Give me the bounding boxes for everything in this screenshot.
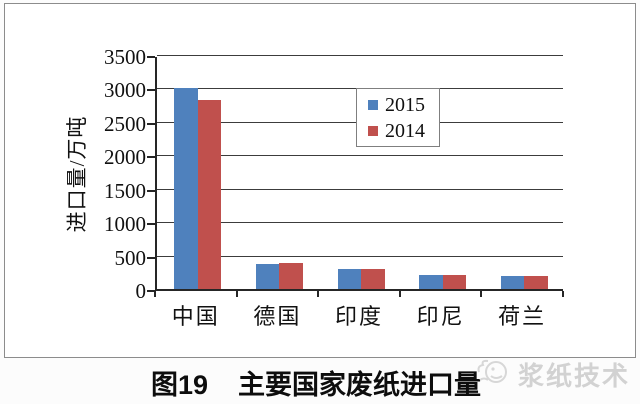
x-category-label-5: 荷兰 [498,304,547,329]
y-tick-label-3500: 3500 [104,45,146,69]
legend-label-2015: 2015 [385,93,425,116]
legend: 2015 2014 [356,88,440,147]
x-tick-mark-5 [562,291,564,297]
figure-title: 主要国家废纸进口量 [238,370,482,400]
y-tick-mark-1500 [147,189,155,192]
bar-2014-印度 [361,268,385,289]
gridline-2000 [157,155,563,157]
figure-caption: 图19 主要国家废纸进口量 [0,363,632,402]
y-tick-label-2000: 2000 [104,145,146,170]
gridline-3500 [157,55,563,56]
x-category-label-2: 德国 [253,304,302,329]
y-tick-label-1500: 1500 [104,178,146,203]
legend-swatch-2014 [368,125,378,136]
bar-2015-德国 [255,263,280,289]
bar-2014-中国 [197,100,222,289]
legend-item-2015: 2015 [368,95,439,115]
x-tick-mark-0 [154,291,156,297]
bar-2014-印尼 [442,274,467,289]
legend-swatch-2015 [368,99,378,110]
legend-label-2014: 2014 [385,119,425,142]
y-tick-mark-2500 [147,122,155,125]
chart-frame [4,3,636,358]
x-tick-mark-3 [398,291,401,297]
bar-2015-中国 [174,88,198,289]
y-tick-mark-2000 [147,156,155,159]
x-tick-mark-2 [317,291,320,297]
x-category-label-3: 印度 [334,304,383,329]
bar-2015-印度 [337,269,361,289]
x-tick-mark-4 [480,291,483,297]
bar-2015-印尼 [419,274,443,289]
pulp-paper-logo-icon [476,356,514,393]
x-category-label-4: 印尼 [416,304,465,329]
x-category-label-1: 中国 [171,304,220,329]
bar-2014-德国 [279,263,303,289]
watermark-text: 浆纸技术 [517,361,630,391]
gridline-500 [157,255,563,257]
watermark: 浆纸技术 [476,356,630,393]
plot-area [155,55,563,291]
gridline-1000 [157,222,563,224]
y-tick-mark-0 [147,290,155,292]
gridline-1500 [157,188,563,190]
y-tick-mark-500 [147,256,155,259]
figure-number: 图19 [150,370,209,400]
bar-2015-荷兰 [500,276,525,289]
y-tick-label-2500: 2500 [104,111,146,136]
y-axis-title: 进口量/万吨 [65,115,89,233]
y-tick-label-500: 500 [114,245,147,270]
y-tick-mark-3000 [147,89,155,92]
bar-2014-荷兰 [524,275,548,289]
y-tick-label-1000: 1000 [104,212,146,237]
legend-item-2014: 2014 [368,121,439,141]
y-tick-mark-1000 [147,223,155,226]
x-tick-mark-1 [235,291,238,297]
y-tick-label-0: 0 [135,279,147,303]
y-tick-label-3000: 3000 [104,78,146,103]
y-tick-mark-3500 [147,56,155,58]
